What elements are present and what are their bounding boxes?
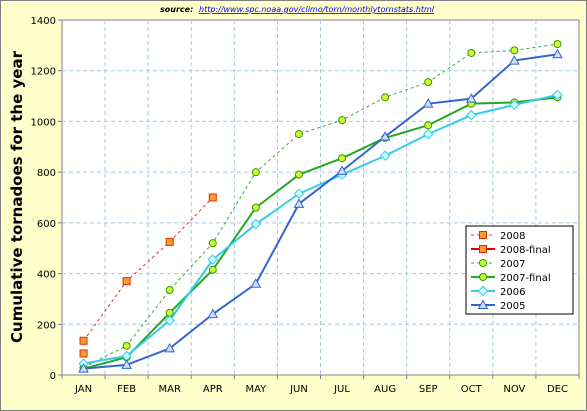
- data-point-2005: [250, 278, 262, 288]
- x-tick-label: JUN: [289, 384, 308, 395]
- legend: 2008 2008-final 2007 2007-final 2006 2005: [465, 225, 574, 315]
- data-point-2006: [423, 128, 434, 140]
- legend-label-2007: 2007: [500, 259, 525, 270]
- x-tick-label: SEP: [419, 384, 438, 395]
- y-tick-label: 600: [37, 219, 56, 230]
- y-tick-label: 1400: [31, 16, 56, 27]
- data-point-2007-final: [251, 203, 260, 212]
- legend-marker-2008: [479, 231, 487, 239]
- x-tick-label: JUL: [333, 384, 350, 395]
- y-tick-label: 800: [37, 168, 56, 179]
- data-point-2005: [422, 98, 434, 108]
- y-tick-label: 200: [37, 320, 56, 331]
- x-tick-label: FEB: [117, 384, 136, 395]
- data-point-2007: [510, 46, 519, 55]
- legend-marker-2007-final: [479, 273, 487, 281]
- legend-marker-2008-final: [479, 245, 487, 253]
- data-point-2005: [207, 308, 219, 319]
- data-point-2007: [251, 168, 260, 177]
- data-point-2008: [165, 237, 174, 246]
- data-point-2007: [553, 40, 562, 49]
- legend-label-2008: 2008: [500, 231, 525, 242]
- data-point-2006: [250, 218, 262, 230]
- y-tick-label: 1000: [31, 117, 56, 128]
- x-tick-label: APR: [203, 384, 223, 395]
- x-tick-label: MAY: [245, 384, 267, 395]
- data-point-2006: [207, 254, 218, 265]
- legend-label-2007-final: 2007-final: [500, 273, 551, 284]
- data-point-2007: [165, 286, 174, 295]
- legend-marker-2005: [477, 299, 489, 309]
- data-point-2005: [465, 93, 477, 103]
- data-point-2008: [122, 277, 131, 286]
- data-point-2005: [78, 363, 89, 373]
- data-point-2005: [552, 48, 563, 59]
- data-point-2008: [79, 336, 88, 345]
- data-point-2007: [467, 48, 476, 57]
- source-link[interactable]: http://www.spc.noaa.gov/climo/torn/month…: [199, 5, 435, 14]
- y-tick-label: 0: [50, 371, 56, 382]
- series-line-2008: [83, 197, 214, 342]
- data-point-2006: [466, 109, 477, 121]
- x-tick-label: DEC: [547, 384, 568, 395]
- data-point-2006: [164, 315, 175, 326]
- data-point-2007: [338, 116, 347, 125]
- data-point-2005: [293, 198, 305, 208]
- data-point-2005: [509, 55, 520, 65]
- x-tick-label: JAN: [74, 384, 92, 395]
- y-axis-ticks: 0 200 400 600 800 1000 1200 1400: [31, 16, 62, 382]
- data-point-2005: [379, 131, 391, 141]
- series-markers: [78, 40, 563, 373]
- series-line-2007-final: [83, 96, 558, 370]
- data-point-2007: [381, 93, 390, 102]
- data-point-2005: [164, 342, 176, 353]
- data-point-2006: [379, 150, 391, 161]
- series-line-2006: [83, 93, 558, 365]
- data-point-2006: [509, 99, 520, 111]
- data-point-2005: [336, 165, 348, 175]
- data-point-2006: [293, 188, 305, 199]
- data-point-2007: [208, 239, 217, 248]
- legend-label-2006: 2006: [500, 287, 525, 298]
- x-tick-label: MAR: [158, 384, 180, 395]
- data-point-2006: [552, 89, 563, 101]
- legend-marker-2007: [479, 259, 487, 267]
- legend-label-2008-final: 2008-final: [500, 245, 551, 256]
- data-point-2007-final: [208, 265, 217, 274]
- data-point-2007: [294, 130, 303, 139]
- source-label: source:: [160, 5, 193, 14]
- data-point-2008: [208, 193, 217, 202]
- y-tick-label: 1200: [31, 67, 56, 78]
- series-line-2005: [83, 53, 558, 370]
- legend-label-2005: 2005: [500, 301, 525, 312]
- data-point-2007-final: [294, 170, 303, 179]
- series-lines: [83, 43, 558, 370]
- data-point-2007: [424, 78, 433, 87]
- y-axis-label: Cumulative tornadoes for the year: [8, 50, 26, 343]
- x-tick-label: NOV: [503, 384, 525, 395]
- data-point-2007-final: [424, 121, 433, 130]
- x-tick-label: AUG: [374, 384, 396, 395]
- data-point-2005: [121, 359, 132, 369]
- x-axis-ticks: JAN FEB MAR APR MAY JUN JUL AUG SEP OCT NOV DEC: [61, 375, 580, 395]
- x-tick-label: OCT: [461, 384, 483, 395]
- legend-box: [465, 225, 574, 315]
- data-point-2007: [122, 341, 131, 350]
- data-point-2007-final: [338, 154, 347, 163]
- legend-marker-2006: [477, 285, 489, 297]
- y-tick-label: 400: [37, 270, 56, 281]
- data-point-2008-final: [79, 349, 88, 358]
